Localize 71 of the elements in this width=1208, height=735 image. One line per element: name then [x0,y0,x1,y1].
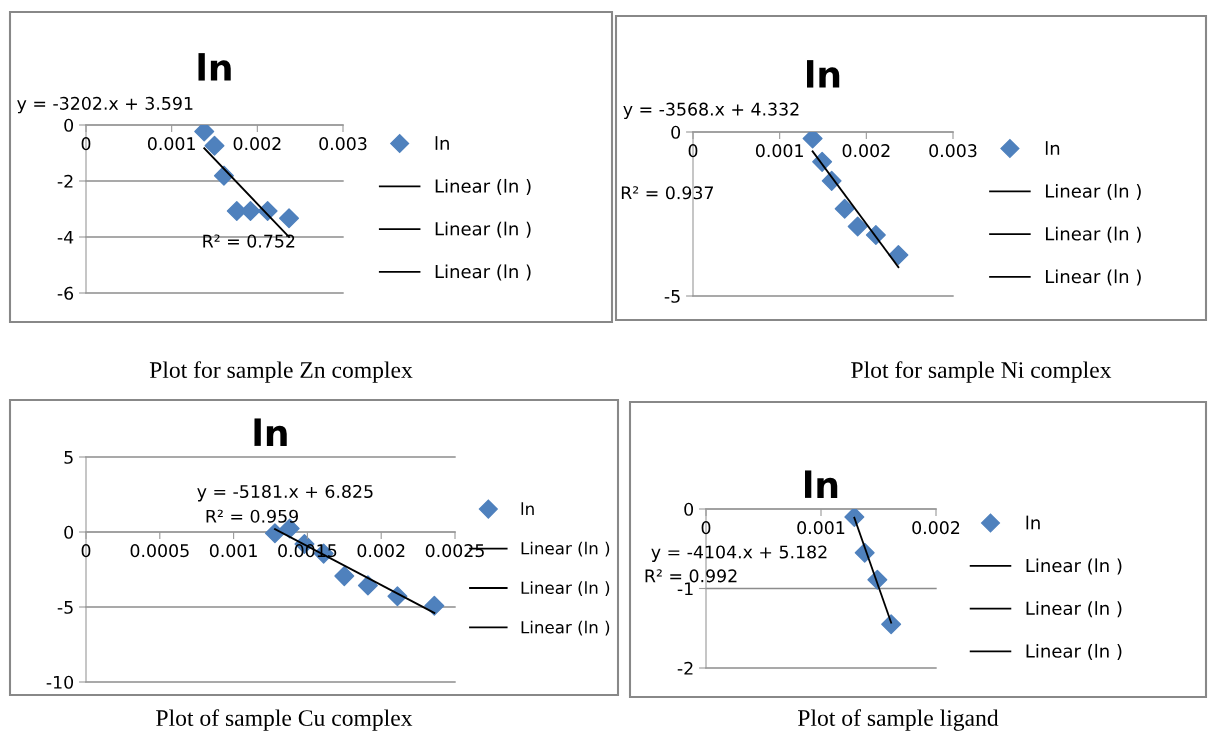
legend-label: Linear (ln ) [1026,558,1122,575]
legend-label: Linear (ln ) [521,620,610,636]
legend-label: Linear (ln ) [1045,183,1141,200]
text: Plot for sample Ni complex [851,361,1112,383]
point [334,566,355,587]
text: y = -3568.x + 4.332 [623,102,799,120]
legend-label: Linear (ln ) [1045,226,1141,243]
legend-label: Linear (ln ) [1045,269,1141,286]
y-tick-label: -10 [46,675,74,689]
text: Plot for sample Zn complex [149,361,413,383]
point [240,200,261,221]
x-tick-label: 0.001 [147,137,195,151]
legend-label: Linear (ln ) [1026,601,1122,618]
legend-label: Linear (ln ) [521,541,610,557]
y-tick-label: -5 [664,289,680,303]
annotation: R² = 0.937 [621,186,714,200]
legend-label: ln [1026,515,1040,530]
x-tick-label: 0.003 [319,137,367,151]
annotation: R² = 0.752 [203,234,295,248]
x-tick-label: 0 [81,137,91,151]
x-tick-label: 0.0025 [425,544,484,558]
y-tick-label: -6 [57,286,74,300]
text: Plot of sample ligand [798,709,999,731]
y-tick-label: 0 [64,118,74,132]
x-tick-label: 0.001 [797,521,845,535]
point [834,198,855,219]
x-tick-label: 0.001 [755,144,803,158]
legend-label: Linear (ln ) [1026,643,1122,660]
legend-label: ln [435,136,449,150]
point [279,208,300,229]
x-tick-label: 0.002 [233,137,281,151]
chart-title: ln [804,470,838,498]
x-tick-label: 0 [701,521,711,535]
y-tick-label: 0 [684,502,694,516]
y-tick-label: -5 [57,600,73,614]
point [881,614,902,635]
annotation: R² = 0.992 [645,569,737,583]
y-tick-label: -1 [677,582,693,596]
point [424,595,445,616]
annotation: y = -5181.x + 6.825 [197,484,373,502]
legend-label: Linear (ln ) [435,221,531,238]
point [888,244,909,266]
y-tick-label: -2 [677,661,693,675]
legend-label: Linear (ln ) [435,178,531,195]
annotation: R² = 0.959 [206,509,298,523]
chart-title: ln [198,53,231,81]
legend-label: ln [521,502,534,515]
legend-label: Linear (ln ) [521,581,610,597]
x-tick-label: 0.001 [209,544,257,558]
y-tick-label: 5 [64,450,73,464]
point [847,216,868,237]
x-tick-label: 0.0005 [130,544,189,558]
point [226,200,247,221]
point [194,125,215,142]
x-tick-label: 0.002 [842,144,890,158]
legend-label: Linear (ln ) [435,264,531,281]
y-tick-label: -4 [57,230,74,244]
annotation: y = -4104.x + 5.182 [651,545,827,562]
chart-title: ln [806,60,840,88]
text: Plot of sample Cu complex [156,709,413,731]
x-tick-label: 0.002 [357,544,405,558]
legend-label: ln [1045,141,1060,155]
point [844,509,865,527]
y-tick-label: -2 [57,174,73,188]
x-tick-label: 0 [81,544,91,558]
x-tick-label: 0.003 [929,144,977,158]
chart-title: ln [254,418,287,446]
text: y = -3202.x + 3.591 [17,96,193,114]
x-tick-label: 0.002 [912,521,960,535]
point [204,135,225,156]
y-tick-label: 0 [671,125,681,139]
